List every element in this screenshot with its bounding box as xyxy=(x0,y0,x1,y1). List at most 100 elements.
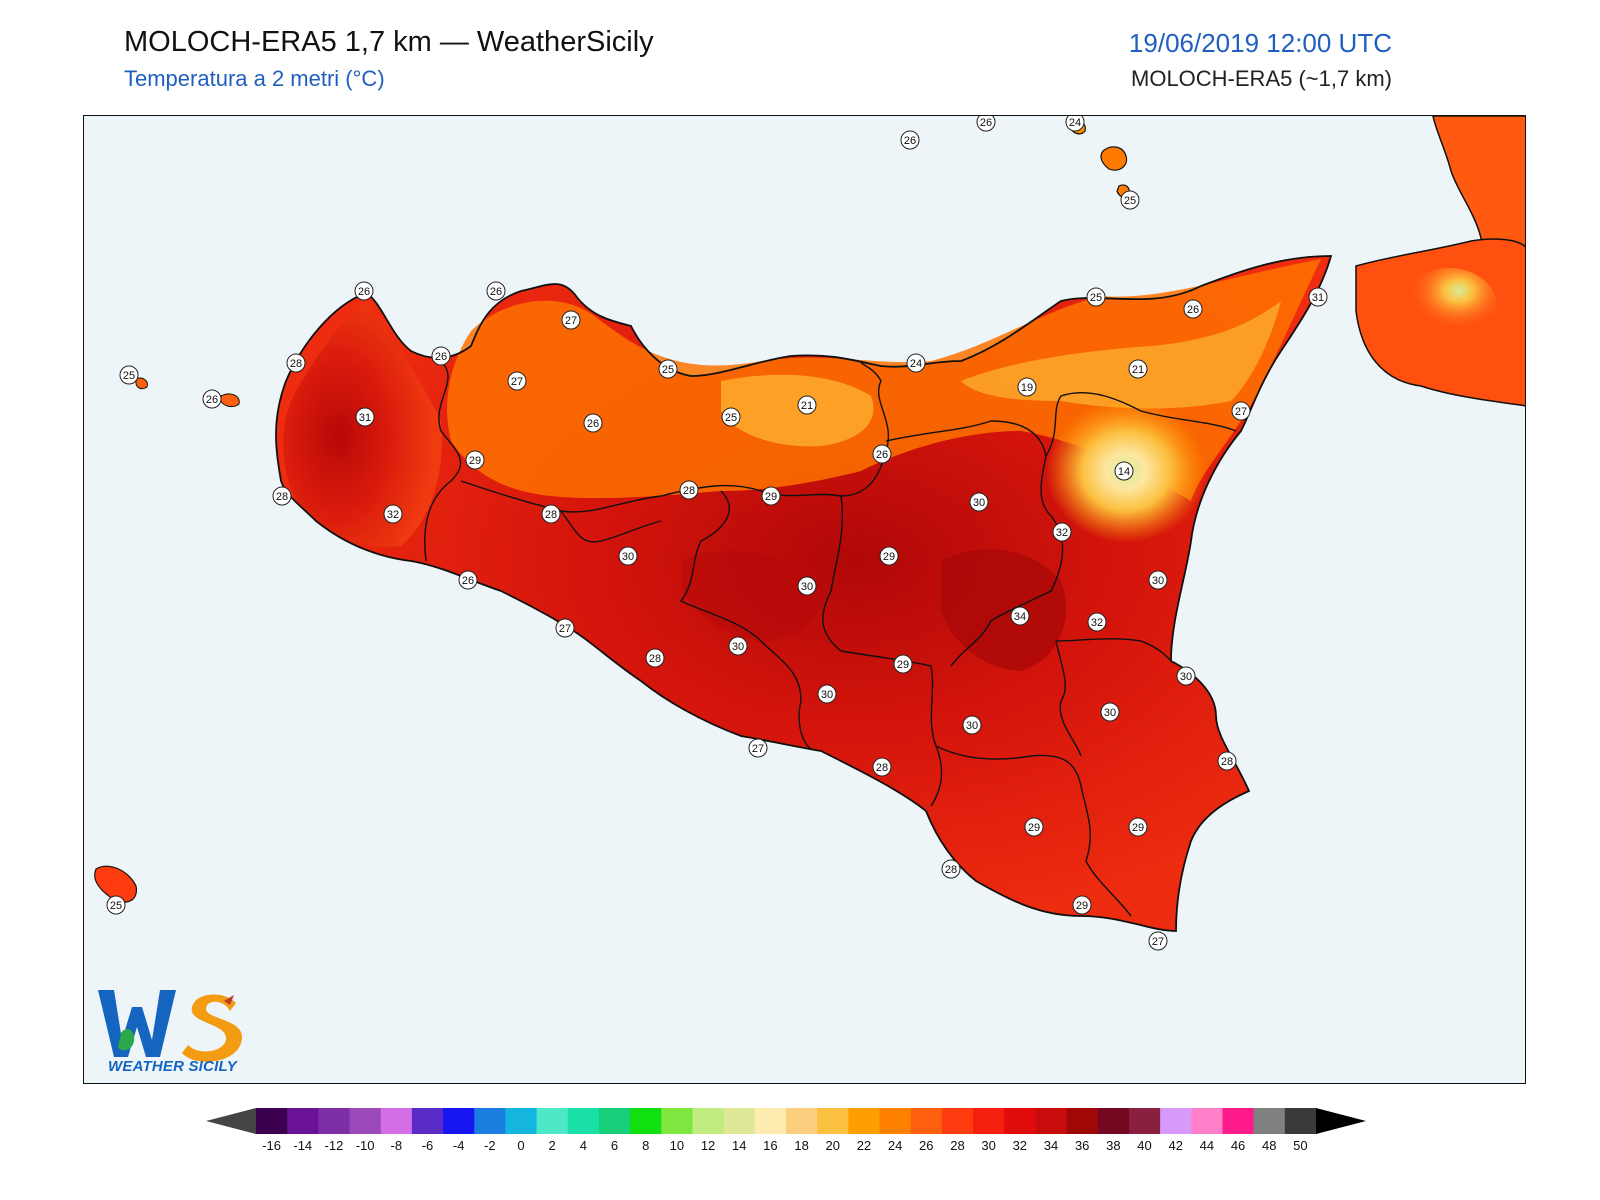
station-dot xyxy=(1148,570,1168,590)
station-dot xyxy=(106,895,126,915)
colorbar-segment xyxy=(474,1108,506,1134)
station-value: 27 xyxy=(511,376,523,388)
station-dot xyxy=(1231,401,1251,421)
colorbar-segment xyxy=(443,1108,475,1134)
colorbar-tick-label: 2 xyxy=(549,1138,556,1153)
station-marker: 30 xyxy=(817,684,837,704)
aspromonte-cool xyxy=(1401,268,1497,344)
station-marker: 26 xyxy=(486,281,506,301)
station-marker: 25 xyxy=(106,895,126,915)
station-dot xyxy=(893,654,913,674)
station-dot xyxy=(1065,116,1085,132)
station-value: 19 xyxy=(1021,382,1033,394)
nebrodi-cool xyxy=(961,301,1281,409)
station-value: 30 xyxy=(622,551,634,563)
station-value: 24 xyxy=(910,358,922,370)
station-value: 27 xyxy=(1152,936,1164,948)
station-dot xyxy=(679,480,699,500)
station-value: 26 xyxy=(358,286,370,298)
colorbar-segment xyxy=(941,1108,974,1134)
station-marker: 25 xyxy=(1120,190,1140,210)
station-dot xyxy=(900,130,920,150)
station-value: 26 xyxy=(1187,304,1199,316)
station-marker: 26 xyxy=(583,413,603,433)
station-dot xyxy=(817,684,837,704)
station-marker: 26 xyxy=(872,444,892,464)
colorbar-segment xyxy=(630,1108,662,1134)
colorbar-tick-label: 6 xyxy=(611,1138,618,1153)
station-value: 28 xyxy=(945,864,957,876)
station-dot xyxy=(761,486,781,506)
station-value: 26 xyxy=(435,351,447,363)
station-marker: 24 xyxy=(1065,116,1085,132)
station-value: 25 xyxy=(725,412,737,424)
station-dot xyxy=(555,618,575,638)
station-marker: 27 xyxy=(1231,401,1251,421)
station-marker: 28 xyxy=(645,648,665,668)
weather-sicily-logo xyxy=(98,990,242,1062)
pantelleria-island xyxy=(94,865,138,903)
logo-bird xyxy=(224,995,234,1005)
station-marker: 29 xyxy=(879,546,899,566)
station-value: 25 xyxy=(123,370,135,382)
station-value: 29 xyxy=(1076,900,1088,912)
station-value: 25 xyxy=(662,364,674,376)
station-marker: 32 xyxy=(1087,612,1107,632)
station-value: 29 xyxy=(883,551,895,563)
station-marker: 28 xyxy=(272,486,292,506)
station-value: 31 xyxy=(359,412,371,424)
station-value: 31 xyxy=(1312,292,1324,304)
station-value: 25 xyxy=(110,900,122,912)
station-marker: 25 xyxy=(721,407,741,427)
station-value: 30 xyxy=(1152,575,1164,587)
colorbar-segment xyxy=(723,1108,756,1134)
station-dot xyxy=(383,504,403,524)
station-marker: 28 xyxy=(872,757,892,777)
station-dot xyxy=(1087,612,1107,632)
logo-label: WEATHER SICILY xyxy=(108,1058,237,1075)
colorbar-tick-label: -8 xyxy=(391,1138,403,1153)
station-value: 29 xyxy=(897,659,909,671)
colorbar-tick-label: 20 xyxy=(826,1138,840,1153)
station-value: 21 xyxy=(801,400,813,412)
station-dot xyxy=(1024,817,1044,837)
station-value: 26 xyxy=(904,135,916,147)
station-marker: 26 xyxy=(202,389,222,409)
colorbar-segment xyxy=(411,1108,444,1134)
station-marker: 28 xyxy=(541,504,561,524)
station-marker: 19 xyxy=(1017,377,1037,397)
station-marker: 26 xyxy=(976,116,996,132)
model-label: MOLOCH-ERA5 (~1,7 km) xyxy=(1131,66,1392,91)
station-dot xyxy=(355,407,375,427)
colorbar-tick-label: 26 xyxy=(919,1138,933,1153)
colorbar-segment xyxy=(1222,1108,1255,1134)
station-dot xyxy=(1010,606,1030,626)
marettimo-island xyxy=(135,377,148,390)
colorbar-segment xyxy=(318,1108,351,1134)
station-dot xyxy=(286,353,306,373)
station-dot xyxy=(202,389,222,409)
colorbar-segment xyxy=(786,1108,818,1134)
station-value: 30 xyxy=(1180,671,1192,683)
colorbar-tick-label: 38 xyxy=(1106,1138,1120,1153)
station-dot xyxy=(797,576,817,596)
colorbar-tick-label: 14 xyxy=(732,1138,746,1153)
station-marker: 30 xyxy=(797,576,817,596)
station-dot xyxy=(541,504,561,524)
station-value: 34 xyxy=(1014,611,1026,623)
station-marker: 28 xyxy=(1217,751,1237,771)
colorbar-tick-label: 42 xyxy=(1168,1138,1182,1153)
south-central-hot xyxy=(681,550,823,641)
colorbar-segment xyxy=(256,1108,288,1134)
station-marker: 14 xyxy=(1114,461,1134,481)
colorbar-segment xyxy=(1097,1108,1130,1134)
forecast-datetime: 19/06/2019 12:00 UTC xyxy=(1128,28,1392,58)
station-marker: 29 xyxy=(761,486,781,506)
station-value: 26 xyxy=(876,449,888,461)
station-dot xyxy=(272,486,292,506)
map-subtitle: Temperatura a 2 metri (°C) xyxy=(124,66,385,91)
madonie-cool xyxy=(721,374,874,447)
station-value: 28 xyxy=(649,653,661,665)
station-dot xyxy=(906,353,926,373)
station-marker: 29 xyxy=(1072,895,1092,915)
